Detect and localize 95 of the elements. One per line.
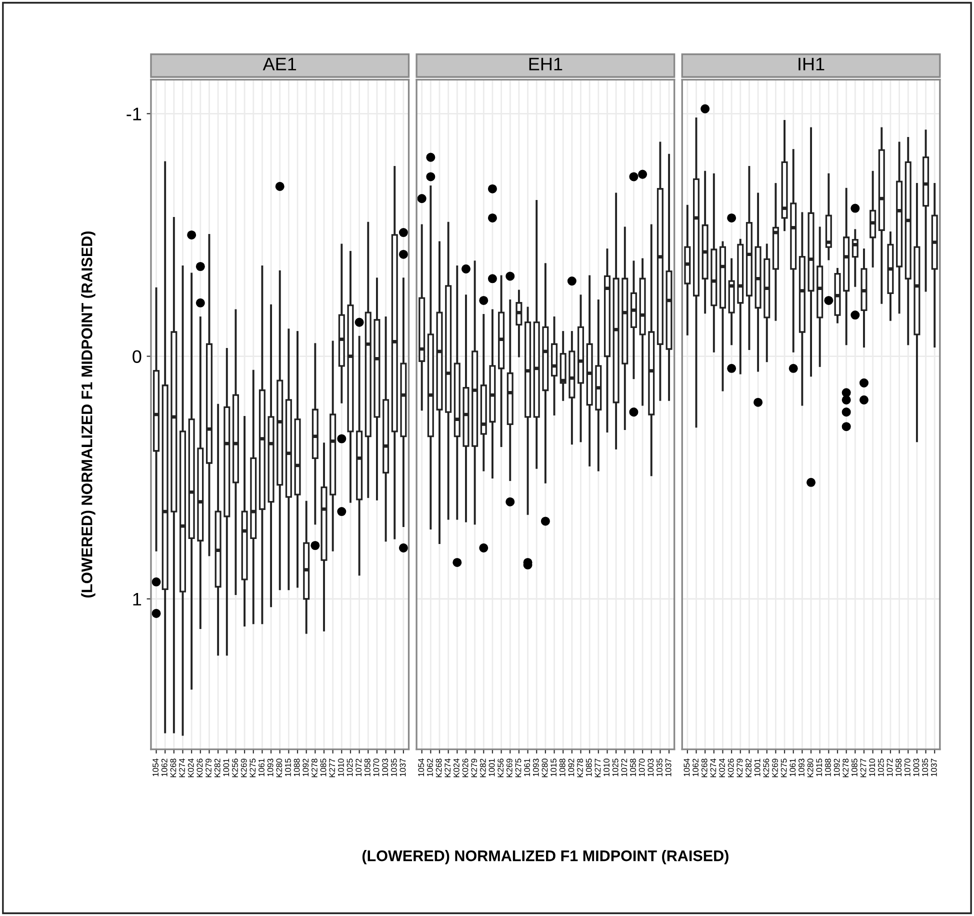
x-tick-label: 1085 [586, 758, 592, 776]
x-tick-label: 1054 [418, 758, 424, 776]
y-tick-label: -1 [126, 108, 142, 120]
x-tick-label: K268 [701, 758, 708, 778]
x-tick-label: 1010 [604, 758, 610, 776]
x-tick-label: 1072 [621, 758, 628, 776]
x-tick-label: K275 [780, 758, 787, 778]
x-tick-label: K275 [250, 758, 256, 778]
x-axis-title: (LOWERED) NORMALIZED F1 MIDPOINT (RAISED) [362, 850, 728, 864]
x-tick-label: K268 [436, 758, 442, 778]
x-tick-label: K269 [240, 758, 247, 778]
x-tick-label: 1054 [152, 758, 159, 776]
x-tick-label: 1085 [851, 758, 858, 776]
x-tick-label: K277 [329, 758, 335, 778]
chart-title: AE1 [262, 58, 296, 70]
x-tick-label: 1015 [285, 758, 291, 776]
x-tick-label: K256 [232, 758, 238, 778]
x-tick-label: 1085 [320, 758, 326, 776]
x-tick-label: K269 [772, 758, 778, 778]
x-tick-label: 1070 [373, 758, 380, 776]
x-tick-label: 1001 [488, 758, 495, 776]
x-tick-label: K024 [719, 758, 725, 778]
x-tick-label: 1062 [161, 758, 168, 776]
x-tick-label: 1035 [922, 758, 928, 776]
x-tick-label: 1088 [559, 758, 566, 776]
x-tick-label: 1070 [904, 758, 910, 776]
x-tick-label: K279 [736, 758, 743, 778]
x-tick-label: 1025 [346, 758, 353, 776]
x-tick-label: K275 [515, 758, 522, 778]
x-tick-label: 1061 [790, 758, 796, 776]
x-tick-label: 1072 [356, 758, 362, 776]
x-tick-label: 1088 [825, 758, 831, 776]
x-tick-label: K026 [462, 758, 468, 778]
x-tick-label: 1037 [400, 758, 406, 776]
x-tick-label: K279 [206, 758, 212, 778]
x-tick-label: 1058 [364, 758, 370, 776]
x-tick-label: K279 [471, 758, 478, 778]
x-tick-label: K280 [542, 758, 548, 778]
x-tick-label: K274 [444, 758, 450, 778]
x-tick-label: K024 [453, 758, 460, 778]
x-tick-label: 1070 [638, 758, 645, 776]
x-tick-label: 1015 [816, 758, 822, 776]
x-tick-label: 1035 [390, 758, 397, 776]
x-tick-label: K277 [594, 758, 601, 778]
chart-title: IH1 [798, 58, 824, 70]
x-tick-label: K026 [728, 758, 734, 778]
x-tick-label: K280 [807, 758, 814, 778]
x-tick-label: K278 [577, 758, 583, 778]
x-tick-label: K256 [763, 758, 770, 778]
x-tick-label: 1072 [886, 758, 893, 776]
y-axis-title: (LOWERED) NORMALIZED F1 MIDPOINT (RAISED) [81, 232, 96, 598]
x-tick-label: 1001 [754, 758, 760, 776]
x-tick-label: 1092 [834, 758, 840, 776]
x-tick-label: 1093 [267, 758, 274, 776]
x-tick-label: K274 [710, 758, 716, 778]
x-tick-label: K268 [170, 758, 176, 778]
x-tick-label: K282 [480, 758, 486, 778]
x-tick-label: 1025 [612, 758, 618, 776]
y-tick-label: 0 [132, 350, 142, 363]
x-tick-label: K278 [312, 758, 318, 778]
x-tick-label: 1093 [532, 758, 539, 776]
x-tick-label: 1035 [656, 758, 662, 776]
chart-title: EH1 [529, 58, 562, 70]
x-tick-label: 1003 [648, 758, 654, 776]
x-tick-label: 1037 [665, 758, 672, 776]
x-tick-label: K282 [214, 758, 220, 778]
x-tick-label: 1062 [427, 758, 433, 776]
x-tick-label: K280 [276, 758, 282, 778]
x-tick-label: 1010 [338, 758, 344, 776]
x-tick-label: 1092 [302, 758, 309, 776]
x-tick-label: 1092 [568, 758, 574, 776]
x-tick-label: K269 [506, 758, 512, 778]
x-tick-label: K274 [179, 758, 185, 778]
x-tick-label: K277 [860, 758, 866, 778]
x-tick-label: 1093 [798, 758, 804, 776]
y-tick-label: 1 [133, 592, 142, 606]
x-tick-label: 1010 [869, 758, 876, 776]
x-tick-label: 1061 [258, 758, 264, 776]
x-tick-label: 1003 [913, 758, 920, 776]
x-tick-label: 1025 [878, 758, 884, 776]
x-tick-label: 1062 [692, 758, 698, 776]
x-tick-label: K026 [196, 758, 203, 778]
x-tick-label: K256 [498, 758, 504, 778]
x-tick-label: 1061 [524, 758, 530, 776]
x-tick-label: 1037 [930, 758, 937, 776]
x-tick-label: 1054 [684, 758, 690, 776]
x-tick-label: K024 [188, 758, 194, 778]
x-tick-label: K278 [842, 758, 849, 778]
x-tick-label: K282 [746, 758, 752, 778]
x-tick-label: 1015 [550, 758, 557, 776]
x-tick-label: 1058 [630, 758, 636, 776]
x-tick-label: 1058 [896, 758, 902, 776]
x-tick-label: 1003 [382, 758, 388, 776]
x-tick-label: 1001 [223, 758, 230, 776]
x-tick-label: 1088 [294, 758, 300, 776]
